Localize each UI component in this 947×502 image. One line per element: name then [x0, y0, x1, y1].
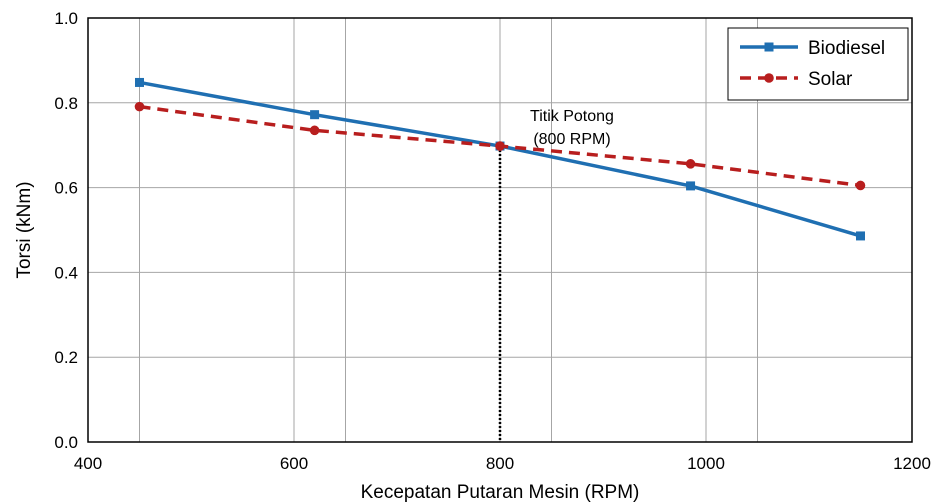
y-axis-title: Torsi (kNm)	[14, 181, 35, 278]
y-tick-label: 0.8	[54, 94, 78, 113]
legend-item-solar: Solar	[740, 69, 853, 90]
legend-label: Solar	[808, 69, 853, 90]
legend-swatch-marker	[764, 42, 774, 52]
point-solar	[855, 180, 866, 191]
y-tick-labels: 0.0 0.2 0.4 0.6 0.8 1.0	[54, 9, 78, 452]
y-tick-label: 0.4	[54, 263, 78, 282]
x-tick-labels: 400 600 800 1000 1200	[74, 454, 931, 473]
point-solar	[685, 159, 696, 169]
point-biodiesel	[856, 231, 865, 241]
y-tick-label: 1.0	[54, 9, 78, 28]
x-tick-label: 1200	[893, 454, 931, 473]
point-biodiesel	[135, 77, 144, 87]
legend-label: Biodiesel	[808, 38, 885, 59]
annotation-line-1: Titik Potong	[530, 108, 614, 125]
legend-item-biodiesel: Biodiesel	[740, 38, 885, 59]
point-solar	[495, 141, 505, 151]
point-solar	[134, 101, 145, 112]
y-tick-label: 0.2	[54, 348, 78, 367]
x-tick-label: 600	[280, 454, 308, 473]
x-tick-label: 1000	[687, 454, 725, 473]
point-biodiesel	[686, 181, 696, 191]
x-tick-label: 800	[486, 454, 514, 473]
annotation-line-2: (800 RPM)	[533, 131, 610, 148]
point-solar	[309, 125, 320, 136]
plot-frame	[87, 17, 913, 443]
series-layer	[134, 77, 866, 241]
x-axis-title: Kecepatan Putaran Mesin (RPM)	[361, 482, 640, 502]
x-tick-label: 400	[74, 454, 102, 473]
y-tick-label: 0.6	[54, 179, 78, 198]
y-tick-label: 0.0	[54, 433, 78, 452]
legend-box	[727, 27, 909, 101]
legend-swatch-marker	[764, 73, 774, 83]
point-biodiesel	[310, 110, 320, 120]
legend: Biodiesel Solar	[727, 27, 909, 101]
